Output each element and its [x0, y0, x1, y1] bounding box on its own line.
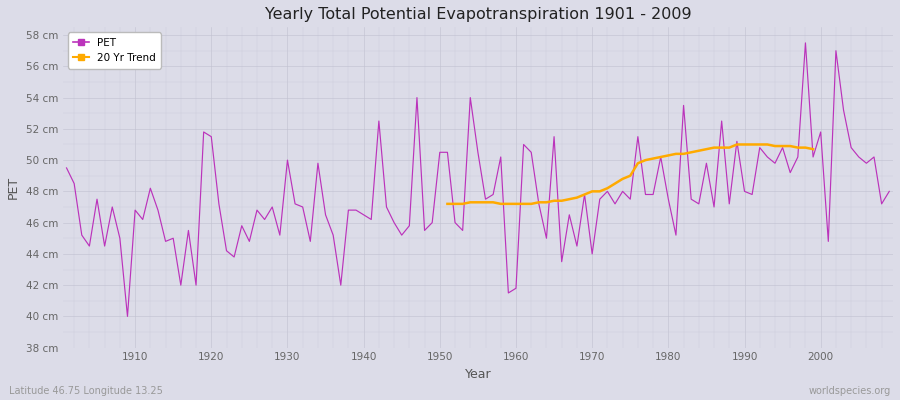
Y-axis label: PET: PET [7, 176, 20, 199]
Title: Yearly Total Potential Evapotranspiration 1901 - 2009: Yearly Total Potential Evapotranspiratio… [265, 7, 691, 22]
Legend: PET, 20 Yr Trend: PET, 20 Yr Trend [68, 32, 161, 68]
Text: worldspecies.org: worldspecies.org [809, 386, 891, 396]
X-axis label: Year: Year [464, 368, 491, 381]
Text: Latitude 46.75 Longitude 13.25: Latitude 46.75 Longitude 13.25 [9, 386, 163, 396]
